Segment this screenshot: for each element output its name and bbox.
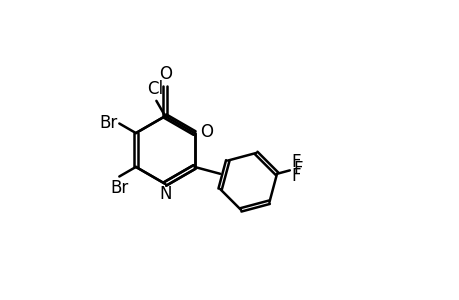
Text: N: N <box>159 185 172 203</box>
Text: O: O <box>158 65 171 83</box>
Text: F: F <box>291 153 300 171</box>
Text: F: F <box>293 160 302 178</box>
Text: Cl: Cl <box>146 80 162 98</box>
Text: F: F <box>291 167 300 185</box>
Text: Br: Br <box>110 179 128 197</box>
Text: Br: Br <box>100 115 118 133</box>
Text: O: O <box>199 123 213 141</box>
